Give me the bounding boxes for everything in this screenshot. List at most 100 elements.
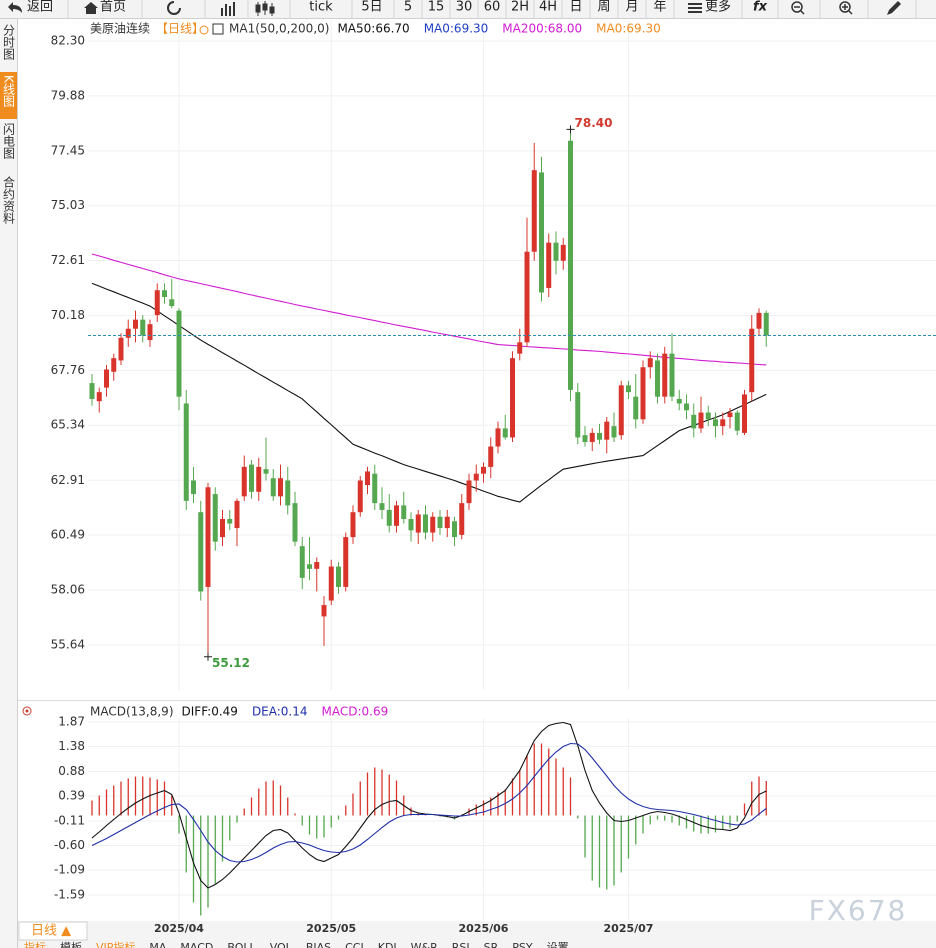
more-button[interactable]: 更多 — [705, 0, 731, 15]
zoom-out-button[interactable] — [791, 1, 805, 15]
sidebar-tab[interactable]: 合约资料 — [2, 175, 16, 224]
indicator-tab[interactable]: BIAS — [306, 941, 331, 948]
candle-body — [314, 562, 320, 569]
candle-button[interactable] — [255, 1, 275, 16]
candle-body — [568, 140, 573, 390]
candle-body — [626, 385, 631, 393]
period-button[interactable]: 4H — [539, 0, 557, 15]
period-button[interactable]: 5 — [404, 0, 412, 15]
indicator-icon[interactable] — [212, 23, 224, 35]
candle-body — [720, 419, 726, 427]
indicator-tab[interactable]: SR — [484, 941, 499, 948]
candle-body — [473, 473, 479, 481]
sidebar-tab[interactable]: 分时图 — [2, 24, 16, 60]
y-tick-label: 1.87 — [58, 715, 85, 729]
more-icon[interactable] — [688, 3, 702, 13]
y-tick-label: -0.60 — [54, 838, 85, 852]
candle-body — [763, 312, 769, 336]
sidebar-tab-active[interactable] — [0, 72, 17, 119]
sidebar-tab[interactable]: 闪电图 — [2, 123, 16, 159]
macd-settings-icon[interactable] — [22, 706, 32, 716]
legend-entry: MA50:66.70 — [337, 22, 409, 36]
y-tick-label: 72.61 — [51, 253, 85, 267]
legend-entry: MACD:0.69 — [322, 705, 389, 719]
y-tick-label: -1.09 — [54, 863, 85, 877]
refresh-button[interactable] — [167, 1, 181, 15]
candle-body — [444, 516, 450, 529]
x-tick-label: 2025/07 — [604, 922, 654, 935]
y-tick-label: -0.11 — [54, 814, 85, 828]
data-layer: 78.40 55.12 — [88, 116, 936, 916]
indicator-tab[interactable]: PSY — [512, 941, 533, 948]
candle-body — [386, 509, 392, 526]
indicator-tab[interactable]: RSI — [452, 941, 470, 948]
macd-line — [91, 742, 767, 863]
zoom-in-button[interactable] — [839, 1, 853, 15]
candle-body — [198, 512, 204, 592]
candle-body — [727, 412, 733, 418]
candle-body — [307, 564, 312, 569]
home-button[interactable]: 首页 — [100, 0, 126, 15]
period-button[interactable]: 30 — [456, 0, 473, 15]
candle-body — [278, 478, 283, 497]
candle-body — [118, 337, 124, 361]
indicator-tab[interactable]: VIP指标 — [96, 940, 135, 948]
candle-body — [423, 514, 428, 533]
legend-entry: DEA:0.14 — [252, 705, 308, 719]
legend-entry: MA200:68.00 — [502, 22, 582, 36]
candle-body — [96, 392, 102, 402]
candle-body — [249, 464, 254, 492]
candle-body — [495, 428, 501, 447]
period-selector-label[interactable]: 日线 ▲ — [31, 924, 71, 939]
indicator-tab[interactable]: VOL — [270, 941, 293, 948]
indicator-tab[interactable]: 指标 — [24, 940, 46, 948]
indicator-tab[interactable]: KDJ — [378, 941, 397, 948]
tick-button[interactable]: tick — [309, 0, 333, 15]
candle-body — [299, 546, 305, 578]
period-button[interactable]: 5日 — [361, 0, 382, 15]
period-button[interactable]: 15 — [428, 0, 445, 15]
period-selector[interactable] — [18, 921, 88, 941]
period-button[interactable]: 年 — [653, 0, 666, 15]
period-button[interactable]: 日 — [569, 0, 582, 15]
macd-title: MACD(13,8,9) — [90, 705, 174, 719]
indicator-tab[interactable]: W&R — [411, 941, 438, 948]
indicator-tab[interactable]: MACD — [180, 941, 213, 948]
draw-button[interactable] — [887, 1, 901, 15]
indicator-tab[interactable]: CCI — [345, 941, 364, 948]
candle-body — [111, 358, 117, 372]
indicator-tab[interactable]: 模板 — [60, 940, 82, 948]
settings-icon[interactable] — [199, 25, 209, 35]
candle-body — [742, 394, 747, 433]
candle-body — [357, 480, 363, 513]
back-icon[interactable] — [8, 2, 22, 13]
extreme-marker — [204, 652, 212, 661]
candle-body — [713, 419, 718, 427]
period-button[interactable]: 60 — [484, 0, 501, 15]
candle-body — [510, 358, 515, 438]
period-button[interactable]: 月 — [625, 0, 638, 15]
indicator-tab[interactable]: 设置 — [547, 941, 569, 948]
formula-button[interactable]: fx — [753, 0, 768, 15]
y-tick-label: 79.88 — [51, 88, 85, 102]
candle-body — [372, 473, 378, 504]
period-button[interactable]: 2H — [511, 0, 529, 15]
indicator-tab[interactable]: MA — [149, 941, 166, 948]
home-icon[interactable] — [84, 2, 98, 14]
candle-body — [408, 518, 414, 531]
period-button[interactable]: 周 — [597, 0, 610, 15]
back-button[interactable]: 返回 — [27, 0, 53, 15]
sidebar — [0, 19, 17, 948]
candle-body — [546, 242, 552, 288]
extreme-label: 55.12 — [212, 656, 250, 670]
candle-body — [481, 466, 486, 474]
bar-chart-button[interactable] — [221, 2, 235, 16]
ma-line — [91, 282, 767, 503]
indicator-tab[interactable]: BOLL — [227, 941, 256, 948]
candle-body — [669, 353, 675, 397]
y-tick-label: 70.18 — [51, 308, 85, 322]
candle-body — [220, 518, 225, 538]
candle-body — [582, 435, 588, 442]
sidebar-tab[interactable]: K线图 — [2, 75, 16, 107]
candle-body — [647, 358, 653, 368]
